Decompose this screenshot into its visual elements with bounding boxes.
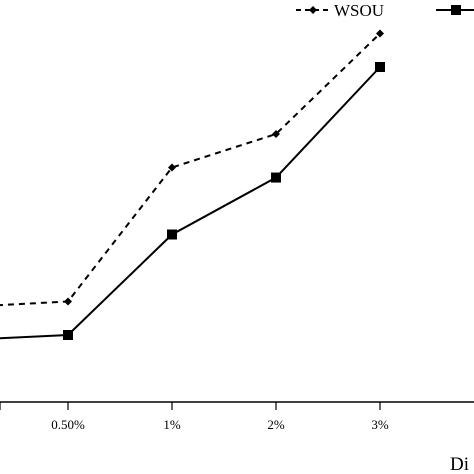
data-point-series-1 [272,130,280,138]
x-axis-label: Di [450,454,469,474]
x-tick-label: 2% [267,417,285,432]
series-line-1 [0,32,381,307]
series-layer [0,29,385,340]
data-point-series-1 [376,29,384,38]
x-tick-label: 3% [371,417,389,432]
data-point-series-2 [167,229,177,240]
data-point-series-1 [64,297,72,306]
x-tick-label: 0.50% [51,417,85,432]
x-tick-label: 1% [163,417,181,432]
legend-marker-series-2 [451,5,461,15]
data-point-series-2 [271,172,281,183]
x-tick-labels: 0.50% 1% 2% 3% [51,417,389,432]
x-axis-ticks [0,402,381,410]
data-point-series-2 [375,62,385,72]
legend-label-wsou: WSOU [334,1,384,20]
series-line-2 [0,66,381,340]
data-point-series-2 [63,330,73,340]
legend: WSOU [296,1,474,20]
data-point-series-1 [168,163,176,172]
legend-marker-wsou [309,6,317,14]
